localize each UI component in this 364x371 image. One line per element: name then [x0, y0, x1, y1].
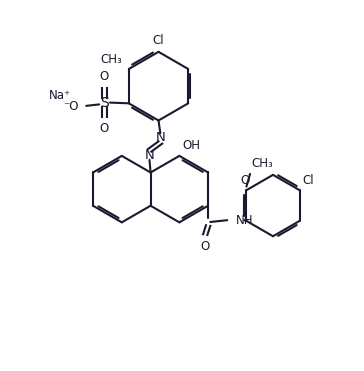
- Text: ⁻O: ⁻O: [63, 101, 79, 114]
- Text: O: O: [100, 122, 109, 135]
- Text: NH: NH: [236, 214, 254, 227]
- Text: N: N: [155, 131, 165, 144]
- Text: Cl: Cl: [302, 174, 314, 187]
- Text: CH₃: CH₃: [251, 157, 273, 170]
- Text: N: N: [145, 149, 154, 162]
- Text: Cl: Cl: [153, 34, 164, 47]
- Text: S: S: [100, 96, 108, 109]
- Text: OH: OH: [182, 139, 200, 152]
- Text: O: O: [240, 174, 249, 187]
- Text: O: O: [100, 70, 109, 83]
- Text: CH₃: CH₃: [100, 53, 122, 66]
- Text: Na⁺: Na⁺: [48, 89, 71, 102]
- Text: O: O: [201, 240, 210, 253]
